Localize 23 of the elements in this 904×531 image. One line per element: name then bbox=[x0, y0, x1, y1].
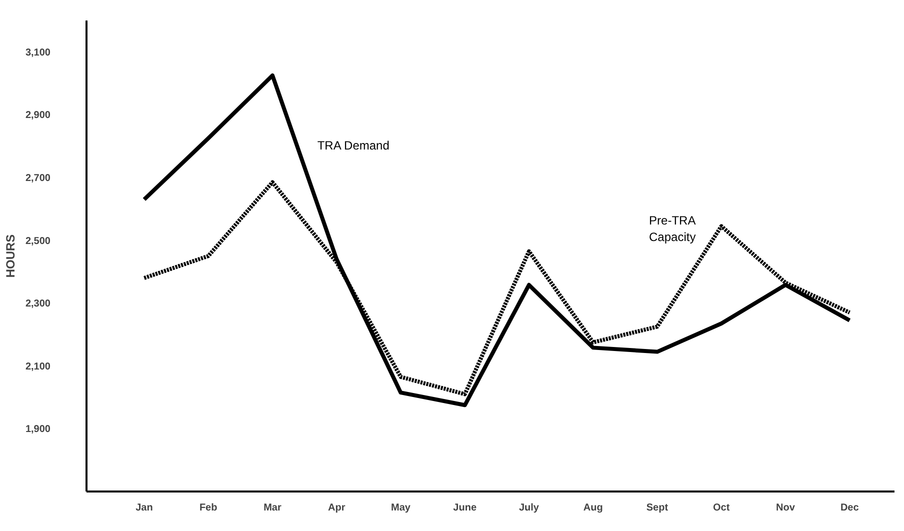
y-tick-label: 2,500 bbox=[25, 236, 51, 247]
x-tick-label: July bbox=[518, 502, 540, 514]
y-tick-label: 3,100 bbox=[25, 47, 51, 58]
y-tick-label: 2,700 bbox=[25, 173, 51, 184]
y-tick-label: 2,100 bbox=[25, 361, 51, 372]
series-label: Pre-TRA Capacity bbox=[649, 213, 696, 244]
x-tick-label: June bbox=[453, 502, 477, 514]
x-tick-label: Aug bbox=[583, 502, 603, 514]
series-label: TRA Demand bbox=[317, 138, 390, 152]
x-tick-label: Nov bbox=[776, 502, 796, 514]
x-tick-label: May bbox=[390, 502, 411, 514]
y-tick-label: 2,300 bbox=[25, 298, 51, 310]
y-tick-label: 2,900 bbox=[25, 110, 51, 122]
x-tick-label: Feb bbox=[199, 502, 218, 514]
x-tick-label: Dec bbox=[840, 502, 860, 514]
x-tick-label: Jan bbox=[136, 502, 153, 514]
x-tick-label: Oct bbox=[713, 502, 730, 514]
y-tick-label: 1,900 bbox=[25, 424, 51, 436]
line-series bbox=[142, 73, 852, 408]
y-axis-title: HOURS bbox=[3, 234, 18, 278]
x-tick-label: Sept bbox=[646, 502, 669, 514]
x-tick-label: Apr bbox=[328, 502, 346, 514]
x-tick-label: Mar bbox=[264, 502, 282, 514]
